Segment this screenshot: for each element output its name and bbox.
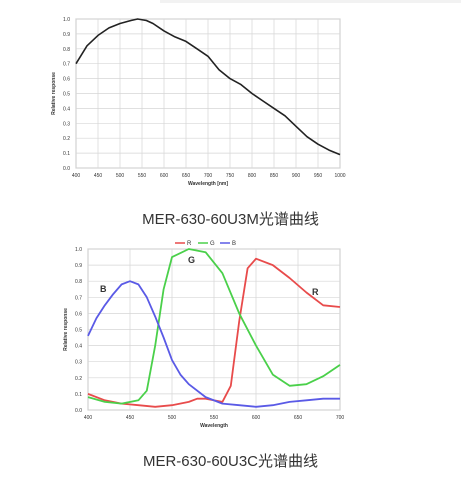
x-tick-label: 1000 [334,173,345,179]
y-tick-label: 0.0 [63,166,70,172]
x-tick-label: 400 [72,173,81,179]
y-tick-label: 0.6 [63,77,70,83]
y-tick-label: 0.5 [63,92,70,98]
y-tick-label: 1.0 [63,17,70,23]
curve-annotation-r: R [312,287,319,297]
y-tick-label: 0.2 [75,376,82,382]
series-line-0 [75,18,341,156]
x-tick-label: 650 [294,415,303,421]
x-tick-label: 950 [314,173,323,179]
x-tick-label: 650 [182,173,191,179]
curve-annotation-g: G [188,255,195,265]
y-tick-label: 0.4 [63,106,70,112]
x-tick-label: 600 [160,173,169,179]
curve-annotation-b: B [100,284,107,294]
caption-mono: MER-630-60U3M光谱曲线 [142,211,319,228]
y-tick-label: 0.5 [75,328,82,334]
y-tick-label: 1.0 [75,247,82,253]
y-tick-label: 0.9 [63,32,70,38]
x-tick-label: 850 [270,173,279,179]
x-tick-label: 500 [116,173,125,179]
x-tick-label: 500 [168,415,177,421]
x-tick-label: 800 [248,173,257,179]
caption-color: MER-630-60U3C光谱曲线 [142,453,319,470]
top-divider [160,0,461,3]
x-axis-label: Wavelength [nm] [188,181,228,187]
y-tick-label: 0.0 [75,408,82,414]
y-tick-label: 0.8 [75,279,82,285]
x-tick-label: 900 [292,173,301,179]
x-tick-label: 450 [126,415,135,421]
x-tick-label: 600 [252,415,261,421]
y-tick-label: 0.3 [63,121,70,127]
series-line-r [87,257,341,408]
series-line-b [87,280,340,408]
series-line-g [87,248,341,405]
y-axis-label: Relative response [63,308,69,351]
y-tick-label: 0.3 [75,360,82,366]
y-tick-label: 0.1 [63,151,70,157]
x-tick-label: 450 [94,173,103,179]
y-tick-label: 0.8 [63,47,70,53]
y-tick-label: 0.9 [75,263,82,269]
x-tick-label: 700 [336,415,345,421]
legend-label-b: B [232,241,236,247]
x-axis-label: Wavelength [200,423,228,429]
y-tick-label: 0.6 [75,311,82,317]
y-tick-label: 0.7 [63,62,70,68]
mono-spectral-chart: 400 450 500 550 600 650 700 750 800 850 900 950 1000… [51,17,346,187]
legend-label-g: G [210,241,215,247]
x-tick-label: 700 [204,173,213,179]
y-axis-label: Relative response [51,72,57,115]
y-tick-label: 0.2 [63,136,70,142]
y-tick-label: 0.7 [75,295,82,301]
y-tick-label: 0.4 [75,344,82,350]
x-tick-label: 750 [226,173,235,179]
x-tick-label: 400 [84,415,93,421]
y-tick-label: 0.1 [75,392,82,398]
legend-label-r: R [187,241,192,247]
color-spectral-chart: 400 450 500 550 600 650 700 0.0 0.1 0.2 0.3 0.4 0.5 0… [63,241,345,429]
x-tick-label: 550 [138,173,147,179]
x-tick-label: 550 [210,415,219,421]
